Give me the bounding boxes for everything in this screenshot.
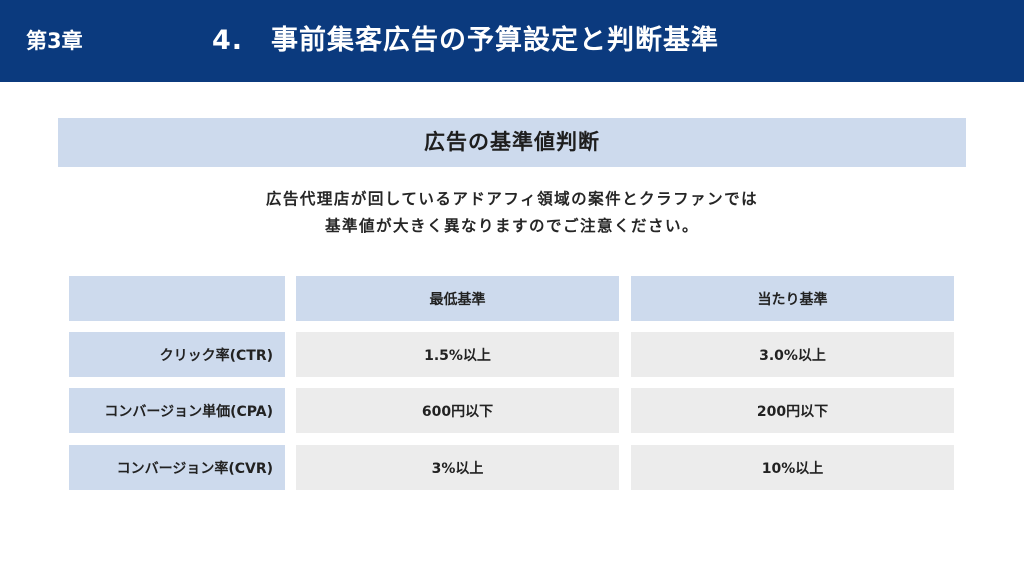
description: 広告代理店が回しているアドアフィ領域の案件とクラファンでは 基準値が大きく異なり… xyxy=(58,186,966,240)
cell-cvr-hit: 10%以上 xyxy=(631,445,954,490)
row-label-cvr: コンバージョン率(CVR) xyxy=(69,445,285,490)
header-bar: 第3章 4. 事前集客広告の予算設定と判断基準 xyxy=(0,0,1024,82)
row-label-cpa: コンバージョン単価(CPA) xyxy=(69,388,285,433)
description-line: 広告代理店が回しているアドアフィ領域の案件とクラファンでは xyxy=(265,190,759,208)
cell-cpa-hit: 200円以下 xyxy=(631,388,954,433)
table-header-corner xyxy=(69,276,285,321)
cell-cpa-min: 600円以下 xyxy=(296,388,619,433)
table-header-hit: 当たり基準 xyxy=(631,276,954,321)
cell-cvr-min: 3%以上 xyxy=(296,445,619,490)
cell-ctr-min: 1.5%以上 xyxy=(296,332,619,377)
chapter-label: 第3章 xyxy=(26,29,83,53)
description-line: 基準値が大きく異なりますのでご注意ください。 xyxy=(324,217,699,235)
section-heading: 広告の基準値判断 xyxy=(58,118,966,167)
cell-ctr-hit: 3.0%以上 xyxy=(631,332,954,377)
page-title: 4. 事前集客広告の予算設定と判断基準 xyxy=(212,25,720,56)
table-header-min: 最低基準 xyxy=(296,276,619,321)
row-label-ctr: クリック率(CTR) xyxy=(69,332,285,377)
